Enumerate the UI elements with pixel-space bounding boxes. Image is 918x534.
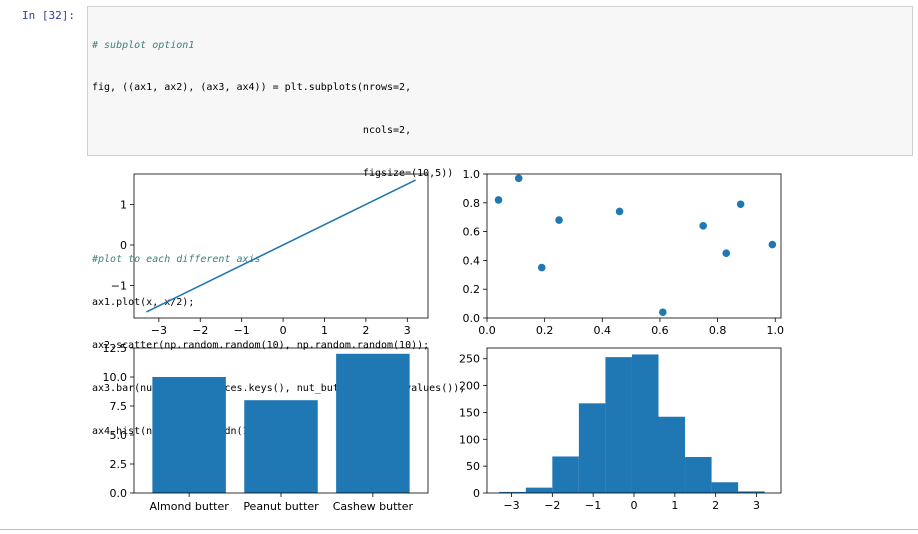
code-line: # subplot option1: [92, 39, 195, 51]
x-tick-label: 0: [631, 499, 638, 512]
y-tick-label: 0.0: [463, 312, 481, 325]
x-tick-label: 0.0: [478, 324, 496, 337]
x-tick-label: Cashew butter: [333, 500, 414, 513]
bar: [336, 353, 410, 493]
x-tick-label: 0: [280, 324, 287, 337]
y-tick-label: 100: [459, 433, 480, 446]
x-tick-label: 1: [671, 499, 678, 512]
x-tick-label: 2: [712, 499, 719, 512]
histogram-bar: [605, 357, 632, 493]
code-line: ax2.scatter(np.random.random(10), np.ran…: [92, 339, 430, 351]
y-tick-label: 0.0: [110, 487, 128, 500]
scatter-point: [659, 308, 667, 317]
cell-prompt: In [32]:: [22, 9, 75, 22]
x-tick-label: −2: [192, 324, 208, 337]
scatter-point: [494, 196, 503, 204]
x-tick-label: 0.4: [594, 324, 612, 337]
x-tick-label: 3: [404, 324, 411, 337]
subplot-2: 0.0 0.2 0.4 0.6 0.8 1.0 0.0 0.2 0.4 0.6 0.8 1.0: [463, 168, 784, 337]
bar: [152, 377, 226, 493]
x-tick-label: Almond butter: [149, 500, 229, 513]
histogram-bar: [738, 491, 765, 493]
subplot-3: Almond butter Peanut butter Cashew butter 0…: [103, 342, 429, 513]
y-tick-label: 50: [466, 460, 480, 473]
y-tick-label: 0: [120, 239, 127, 252]
x-tick-label: −2: [544, 499, 560, 512]
code-line: ax1.plot(x, x/2);: [92, 296, 195, 308]
line-series: [146, 179, 416, 313]
code-line: fig, ((ax1, ax2), (ax3, ax4)) = plt.subp…: [92, 82, 412, 94]
axes-frame: [133, 347, 429, 494]
subplot-4: −3 −2 −1 0 1 2 3 0 50 100 150 200 250: [459, 347, 782, 512]
histogram-bar: [658, 416, 686, 493]
y-tick-label: 2.5: [110, 458, 128, 471]
y-tick-label: 0.8: [463, 197, 481, 210]
histogram-bar: [631, 354, 659, 493]
axes-frame: [486, 173, 782, 319]
x-tick-label: −1: [234, 324, 250, 337]
y-tick-label: 0.6: [463, 226, 481, 239]
cell-divider: [0, 529, 918, 530]
y-tick-label: 0.2: [463, 283, 481, 296]
x-tick-label: 0.8: [709, 324, 727, 337]
y-tick-label: 250: [459, 353, 480, 366]
scatter-point: [537, 263, 546, 272]
y-tick-label: −1: [111, 280, 127, 293]
x-tick-label: −1: [585, 499, 601, 512]
scatter-point: [699, 222, 707, 230]
x-tick-label: 3: [753, 499, 760, 512]
bar: [244, 400, 318, 493]
y-tick-label: 0: [473, 487, 480, 500]
subplot-1: −3 −2 −1 0 1 2 3 −1 0 1: [111, 173, 429, 337]
y-tick-label: 7.5: [110, 400, 128, 413]
scatter-point: [514, 174, 523, 183]
y-tick-label: 150: [459, 406, 480, 419]
y-tick-label: 200: [459, 380, 480, 393]
x-tick-label: −3: [151, 324, 167, 337]
x-tick-label: −3: [503, 499, 519, 512]
y-tick-label: 10.0: [103, 371, 128, 384]
scatter-point: [768, 240, 777, 249]
code-line: ncols=2,: [92, 125, 412, 137]
x-tick-label: 1: [321, 324, 328, 337]
x-tick-label: 0.6: [651, 324, 669, 337]
y-tick-label: 5.0: [110, 429, 128, 442]
code-cell[interactable]: # subplot option1 fig, ((ax1, ax2), (ax3…: [87, 6, 913, 437]
histogram-bar: [578, 403, 606, 493]
x-tick-label: 2: [362, 324, 369, 337]
x-tick-label: 1.0: [766, 324, 784, 337]
histogram-bar: [499, 491, 526, 493]
y-tick-label: 1.0: [463, 168, 481, 181]
scatter-point: [615, 207, 624, 216]
scatter-point: [555, 216, 563, 224]
histogram-bar: [711, 482, 739, 493]
x-tick-label: 0.2: [536, 324, 554, 337]
scatter-point: [736, 200, 745, 209]
y-tick-label: 1: [120, 198, 127, 211]
histogram-bar: [685, 457, 712, 493]
scatter-point: [722, 249, 731, 257]
axes-frame: [133, 173, 429, 319]
histogram-bar: [525, 487, 553, 493]
x-tick-label: Peanut butter: [243, 500, 319, 513]
y-tick-label: 12.5: [103, 342, 128, 355]
histogram-bar: [552, 456, 579, 493]
y-tick-label: 0.4: [463, 254, 481, 267]
